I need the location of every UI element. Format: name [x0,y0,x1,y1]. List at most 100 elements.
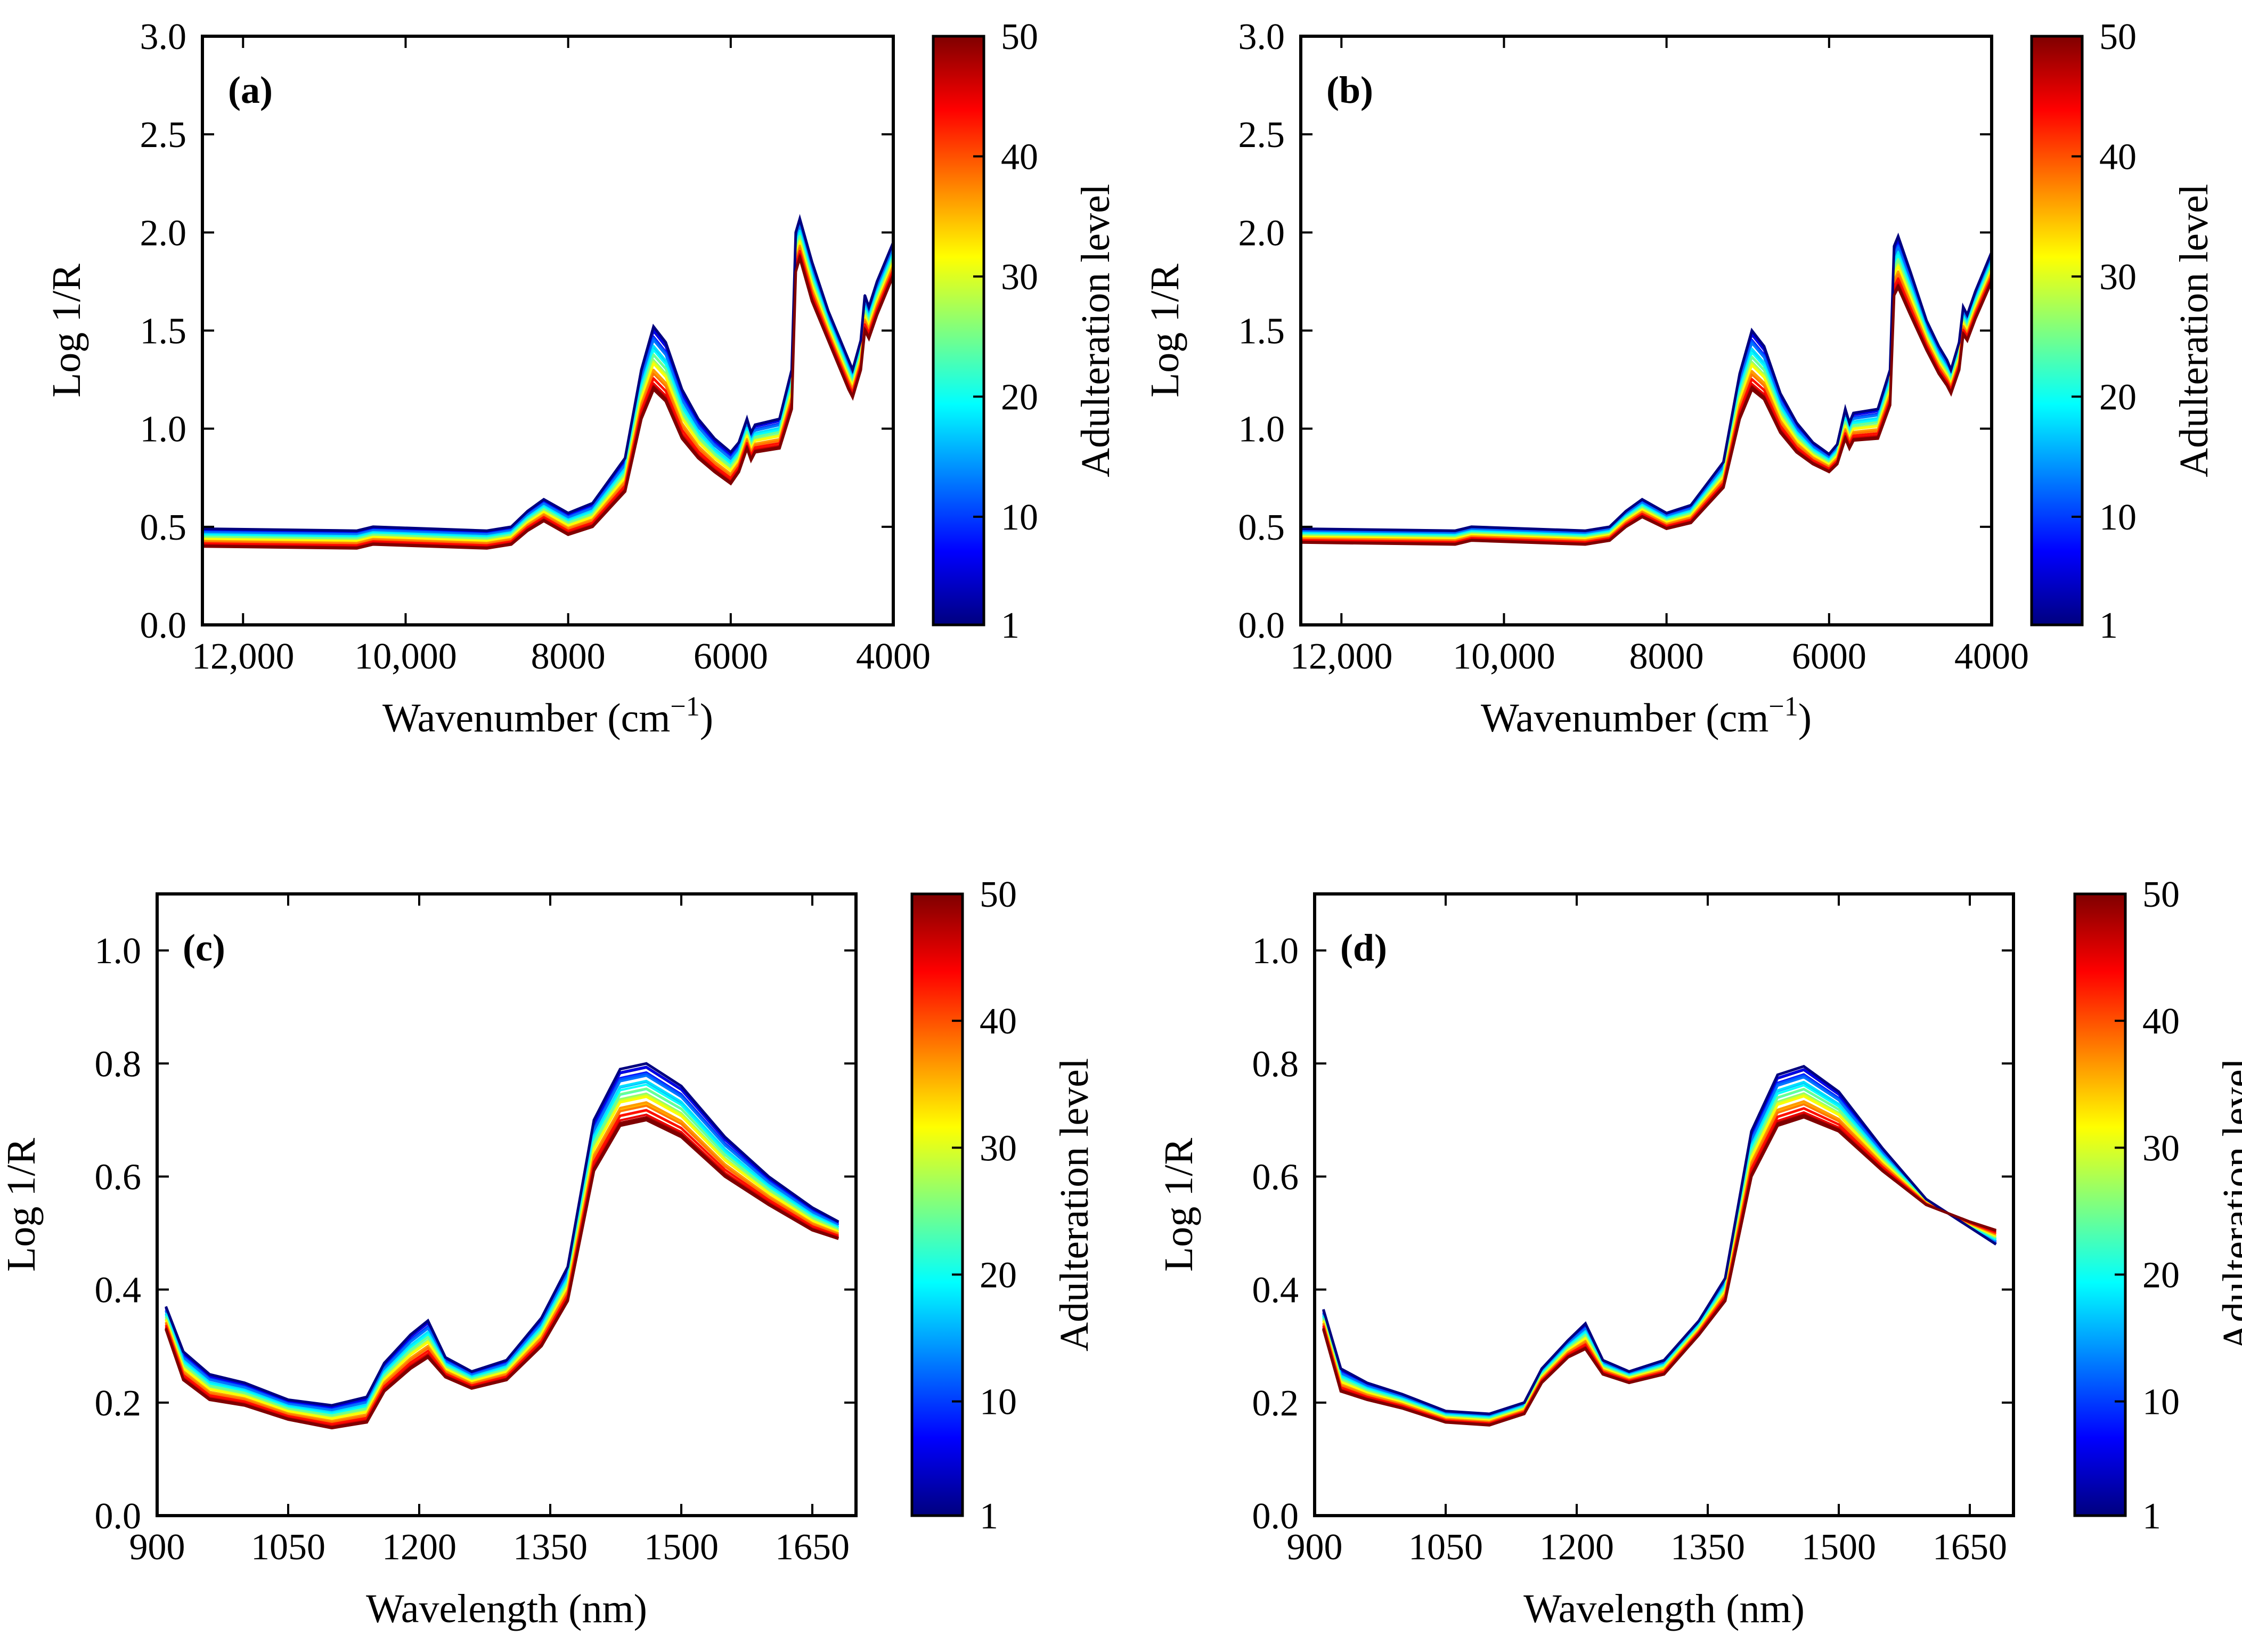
y-tick-label: 1.5 [140,311,187,352]
series-high [1322,1116,1996,1427]
x-tick-label: 4000 [1954,636,2029,677]
spectrum-line [165,1062,839,1407]
x-axis-label: Wavelength (nm) [1523,1586,1805,1631]
colorbar-tick-label: 40 [980,1001,1017,1042]
panel-label: (d) [1340,926,1387,969]
y-tick-label: 1.0 [140,409,187,450]
colorbar-tick-label: 20 [980,1255,1017,1296]
colorbar: 1 10 20 30 40 50 Adulteration level [910,874,1097,1537]
colorbar-tick-label: 10 [2142,1382,2180,1423]
series-low [202,214,893,532]
x-axis-label: Wavenumber (cm−1) [1481,691,1812,740]
colorbar-label: Adulteration level [2215,1058,2242,1352]
series-high [165,1118,839,1430]
colorbar-tick-label: 30 [2099,257,2137,298]
spectrum-line [165,1072,839,1411]
colorbar-tick-label: 20 [1001,377,1038,418]
y-tick-label: 2.0 [140,213,187,254]
y-tick-label: 3.0 [1238,17,1285,58]
colorbar: 1 10 20 30 40 50 Adulteration level [2030,17,2216,646]
x-tick-label: 1350 [513,1527,588,1568]
colorbar-gradient [932,35,985,626]
colorbar-gradient [910,892,964,1517]
colorbar-tick-label: 40 [1001,137,1038,178]
plot-frame [156,892,858,1517]
colorbar-tick-label: 20 [2142,1255,2180,1296]
y-tick-label: 3.0 [140,17,187,58]
spectrum-line [165,1066,839,1408]
x-tick-label: 8000 [1629,636,1704,677]
y-tick-label: 2.5 [1238,115,1285,156]
y-tick-label: 0.0 [1238,605,1285,646]
y-tick-label: 0.0 [140,605,187,646]
x-tick-label: 12,000 [1290,636,1393,677]
spectra [1301,232,1992,546]
y-tick-label: 1.0 [1252,931,1299,972]
y-tick-label: 1.0 [1238,409,1285,450]
y-tick-label: 1.0 [95,931,142,972]
spectrum-line [165,1065,839,1408]
y-tick-label: 0.6 [95,1157,142,1198]
colorbar-label: Adulteration level [1052,1058,1097,1352]
colorbar-tick-label: 10 [980,1382,1017,1423]
spectrum-line [165,1096,839,1420]
series-low [165,1062,839,1407]
y-tick-label: 0.4 [95,1270,142,1311]
x-axis-label: Wavelength (nm) [366,1586,647,1631]
spectrum-line [165,1087,839,1417]
colorbar-tick-label: 30 [1001,257,1038,298]
x-tick-label: 900 [1287,1527,1343,1568]
spectrum-line [165,1104,839,1423]
x-tick-label: 10,000 [354,636,457,677]
colorbar-tick-label: 1 [980,1496,998,1537]
spectra [1322,1064,1997,1427]
colorbar-tick-label: 30 [980,1128,1017,1169]
spectrum-line [165,1109,839,1425]
x-tick-label: 1650 [1933,1527,2007,1568]
spectrum-line [165,1075,839,1412]
y-axis-label: Log 1/R [1156,1138,1201,1272]
x-tick-label: 1050 [1408,1527,1483,1568]
colorbar-tick-label: 40 [2142,1001,2180,1042]
colorbar-tick-label: 50 [980,874,1017,915]
colorbar: 1 10 20 30 40 50 Adulteration level [2073,874,2242,1537]
y-tick-label: 0.5 [1238,507,1285,548]
x-tick-label: 1650 [775,1527,850,1568]
colorbar: 1 10 20 30 40 50 Adulteration level [932,17,1118,646]
colorbar-label: Adulteration level [2172,184,2216,477]
x-tick-label: 900 [129,1527,185,1568]
series-low [1301,232,1992,532]
series-high [202,253,893,550]
y-tick-label: 1.5 [1238,311,1285,352]
panel-a: 12,000 10,000 8000 6000 4000 0.0 0.5 1.0 1.5 2.0 2… [44,17,1118,740]
y-tick-label: 0.2 [1252,1383,1299,1424]
spectrum-line [165,1074,839,1411]
colorbar-tick-label: 50 [1001,17,1038,58]
spectra [202,214,893,550]
colorbar-tick-label: 1 [2099,605,2118,646]
y-axis-label: Log 1/R [44,264,89,398]
colorbar-gradient [2030,35,2084,626]
plot-frame [1313,892,2015,1517]
series-low [1322,1064,1997,1415]
y-axis-label: Log 1/R [1143,264,1187,398]
panel-c: 900 1050 1200 1350 1500 16500.00.20.40.60.81.… [0,874,1097,1631]
colorbar-gradient [2073,892,2127,1517]
x-tick-label: 1500 [1801,1527,1876,1568]
y-tick-label: 2.5 [140,115,187,156]
colorbar-tick-label: 50 [2099,17,2137,58]
x-tick-label: 6000 [694,636,768,677]
spectrum-line [165,1071,839,1410]
colorbar-tick-label: 30 [2142,1128,2180,1169]
x-tick-label: 10,000 [1453,636,1555,677]
panel-d: 900 1050 1200 1350 1500 16500.00.20.40.60.81.… [1156,874,2242,1631]
y-tick-label: 0.4 [1252,1270,1299,1311]
y-tick-label: 0.8 [95,1044,142,1085]
y-tick-label: 0.0 [1252,1496,1299,1537]
x-tick-label: 1500 [644,1527,719,1568]
colorbar-label: Adulteration level [1073,184,1118,477]
y-tick-label: 0.5 [140,507,187,548]
series-high [1301,281,1992,546]
colorbar-tick-label: 50 [2142,874,2180,915]
